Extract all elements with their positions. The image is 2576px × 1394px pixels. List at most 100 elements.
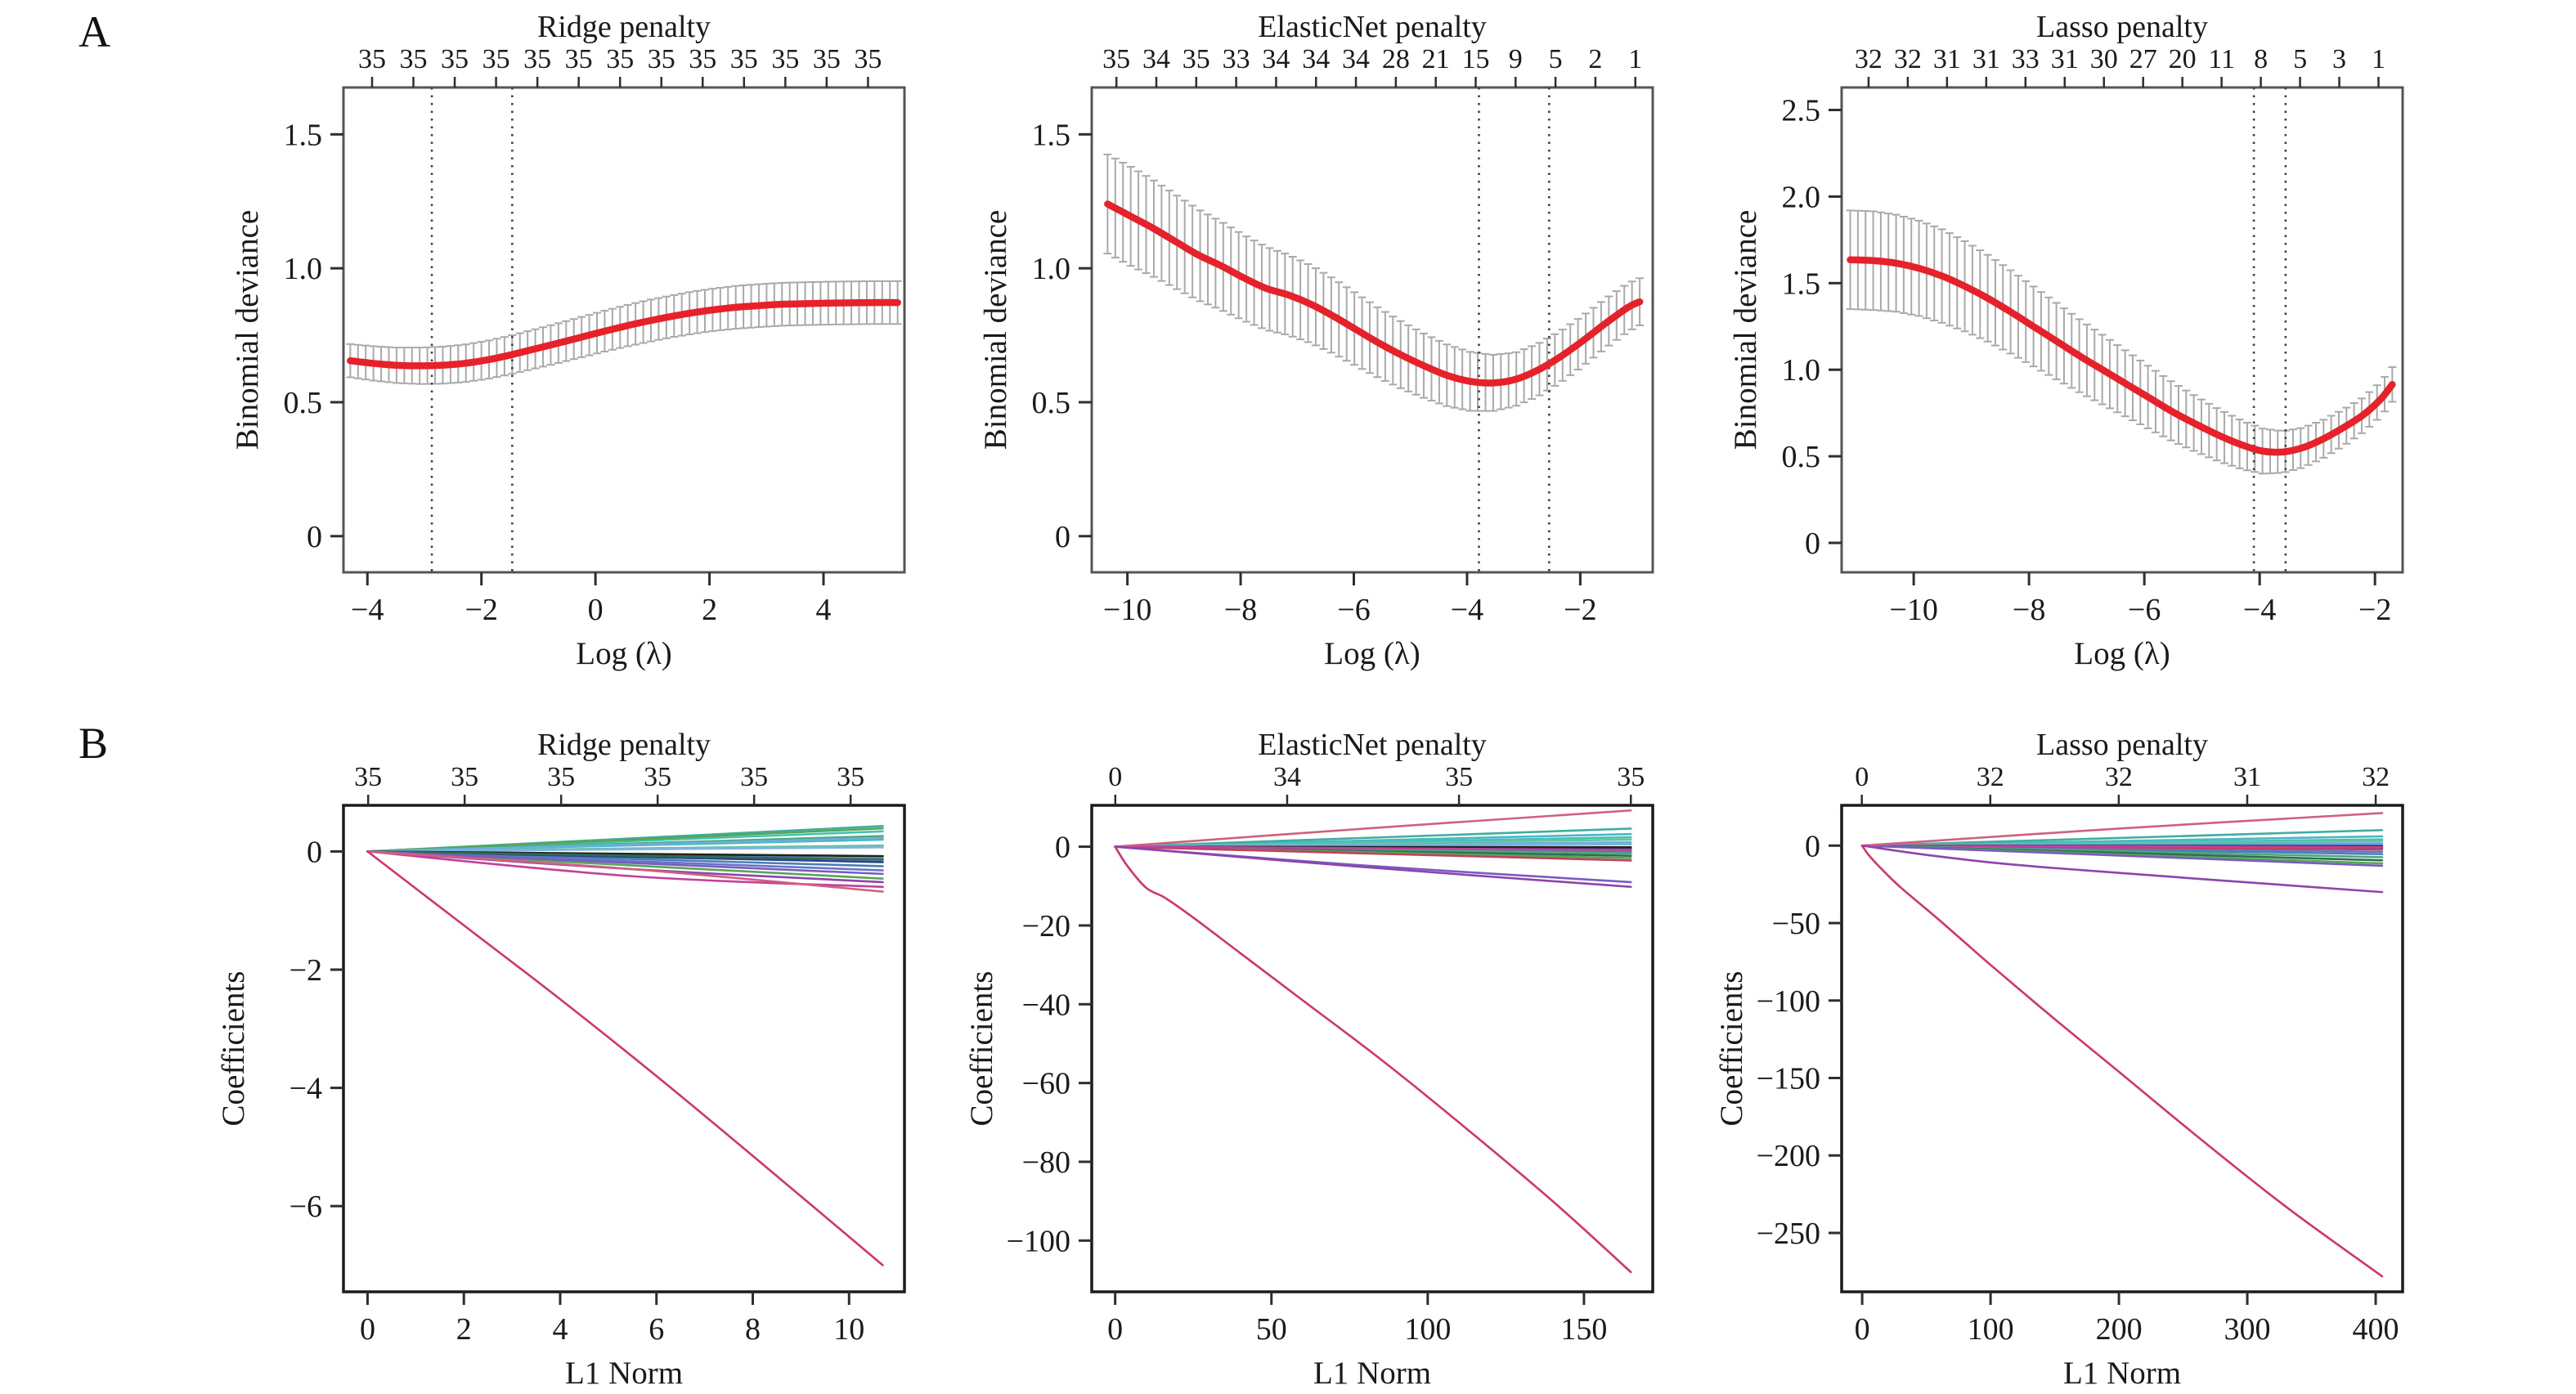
x-tick-label: 400 xyxy=(2353,1312,2399,1347)
coef-line xyxy=(1114,827,1632,848)
top-axis-label: 1 xyxy=(2372,44,2385,74)
y-tick-label: 0.5 xyxy=(1032,386,1071,420)
top-axis-label: 35 xyxy=(441,44,469,74)
top-axis-label: 33 xyxy=(1223,44,1250,74)
panel-b1-coef-path-plot: Ridge penalty L1 Norm Coefficients 35 35 35 35… xyxy=(216,728,906,1391)
x-tick-label: −10 xyxy=(1889,593,1937,627)
y-tick-label: −250 xyxy=(1757,1217,1820,1251)
y-tick-label: −4 xyxy=(289,1072,322,1106)
x-tick-label: 4 xyxy=(552,1312,568,1347)
y-tick-label: 2.0 xyxy=(1782,180,1821,214)
y-tick-label: 0 xyxy=(1805,829,1820,863)
top-axis-label: 32 xyxy=(2362,762,2390,792)
x-axis-label: Log (λ) xyxy=(1324,636,1420,671)
coef-line xyxy=(1860,829,2384,847)
top-axis-label: 35 xyxy=(523,44,551,74)
top-axis-label: 35 xyxy=(400,44,428,74)
y-tick-label: 1.5 xyxy=(284,118,323,152)
coef-paths xyxy=(1114,809,1632,1274)
top-axis-label: 35 xyxy=(565,44,593,74)
top-axis-label: 5 xyxy=(1549,44,1563,74)
coef-line xyxy=(366,850,884,876)
y-tick-label: 1.0 xyxy=(1032,252,1071,286)
top-axis-label: 8 xyxy=(2254,44,2268,74)
y-tick-label: −200 xyxy=(1757,1139,1820,1173)
x-tick-label: 0 xyxy=(1855,1312,1870,1347)
top-axis-label: 31 xyxy=(1972,44,2000,74)
top-axis-label: 34 xyxy=(1302,44,1330,74)
top-axis-label: 35 xyxy=(606,44,634,74)
x-tick-label: −2 xyxy=(1564,593,1596,627)
coef-line xyxy=(1114,845,1632,851)
top-axis-label: 35 xyxy=(837,762,864,792)
top-axis-label: 27 xyxy=(2129,44,2157,74)
plot-box xyxy=(342,86,906,574)
top-axis-label: 31 xyxy=(2051,44,2079,74)
plot-box xyxy=(1090,804,1654,1293)
panel-b2-coef-path-plot: ElasticNet penalty L1 Norm Coefficients 0 34… xyxy=(964,728,1654,1391)
coef-line xyxy=(1114,845,1632,889)
y-axis-label: Coefficients xyxy=(964,971,999,1127)
y-tick-label: 0 xyxy=(1055,831,1070,865)
coef-paths xyxy=(366,825,884,1266)
top-axis-label: 35 xyxy=(354,762,382,792)
cv-error-bars xyxy=(1103,153,1645,412)
top-axis-label: 35 xyxy=(1445,762,1473,792)
x-tick-label: −8 xyxy=(1224,593,1257,627)
y-tick-label: 1.5 xyxy=(1782,267,1821,301)
coef-line xyxy=(1860,844,2384,894)
y-axis-label: Binomial deviance xyxy=(1728,210,1763,450)
x-tick-label: 150 xyxy=(1560,1312,1607,1347)
top-axis-label: 0 xyxy=(1855,762,1869,792)
top-axis-label: 15 xyxy=(1461,44,1489,74)
y-tick-label: 0 xyxy=(307,835,322,869)
x-tick-label: −4 xyxy=(351,593,384,627)
x-tick-label: 100 xyxy=(1404,1312,1451,1347)
y-tick-label: 0.5 xyxy=(1782,440,1821,474)
x-tick-label: 0 xyxy=(1107,1312,1123,1347)
x-tick-label: 2 xyxy=(702,593,717,627)
coef-line xyxy=(366,850,884,861)
x-axis-label: L1 Norm xyxy=(2063,1356,2181,1391)
top-axis-label: 2 xyxy=(1588,44,1602,74)
x-tick-label: 0 xyxy=(360,1312,375,1347)
x-tick-label: −10 xyxy=(1103,593,1151,627)
x-tick-label: 200 xyxy=(2096,1312,2143,1347)
top-axis-label: 35 xyxy=(854,44,882,74)
x-tick-label: 300 xyxy=(2224,1312,2271,1347)
coef-line xyxy=(1860,812,2384,847)
x-tick-label: −6 xyxy=(1337,593,1370,627)
y-tick-label: −150 xyxy=(1757,1062,1820,1096)
panel-a2-cv-plot: ElasticNet penalty Log (λ) Binomial devian… xyxy=(978,10,1654,671)
top-axis-label: 34 xyxy=(1273,762,1301,792)
top-axis-label: 11 xyxy=(2208,44,2235,74)
panel-title: Lasso penalty xyxy=(2036,728,2208,762)
y-tick-label: 0 xyxy=(307,520,322,554)
y-tick-label: −80 xyxy=(1022,1145,1070,1180)
top-axis-label: 32 xyxy=(1855,44,1883,74)
coef-line xyxy=(366,827,884,853)
panel-a1-cv-plot: Ridge penalty Log (λ) Binomial deviance 35 3… xyxy=(230,10,906,671)
plot-box xyxy=(1840,86,2404,574)
panel-title: Ridge penalty xyxy=(537,10,711,44)
panel-title: ElasticNet penalty xyxy=(1258,728,1487,762)
top-axis-label: 35 xyxy=(689,44,716,74)
top-axis-label: 5 xyxy=(2293,44,2307,74)
top-axis-label: 35 xyxy=(358,44,386,74)
top-axis-label: 32 xyxy=(2105,762,2133,792)
coef-line xyxy=(366,850,884,1266)
cv-mean-curve xyxy=(1847,256,2396,456)
x-tick-label: 100 xyxy=(1968,1312,2014,1347)
top-axis-label: 35 xyxy=(482,44,510,74)
y-tick-label: 0 xyxy=(1055,520,1070,554)
panel-label-b: B xyxy=(79,719,109,768)
x-tick-label: −8 xyxy=(2013,593,2045,627)
coef-line xyxy=(366,850,884,893)
y-axis-label: Binomial deviance xyxy=(978,210,1013,450)
top-axis-label: 35 xyxy=(730,44,758,74)
coef-line xyxy=(366,846,884,853)
x-axis-label: Log (λ) xyxy=(576,636,671,671)
x-tick-label: 0 xyxy=(588,593,604,627)
y-tick-label: 1.0 xyxy=(1782,353,1821,388)
